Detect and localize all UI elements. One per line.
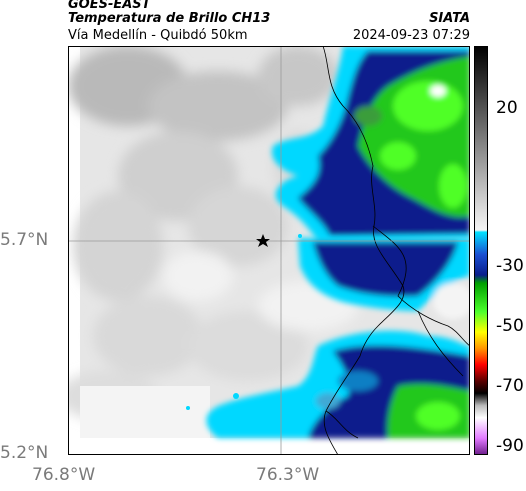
lon-label-76-3: 76.3°W	[256, 465, 320, 485]
colorbar-tick-minus-30: -30	[496, 256, 524, 276]
satellite-map	[68, 46, 470, 455]
gray-texture	[68, 46, 358, 421]
lon-label-76-8: 76.8°W	[32, 465, 96, 485]
light-area	[80, 386, 210, 438]
coastline-borders	[322, 46, 470, 455]
star-icon	[256, 234, 270, 247]
product-title: Temperatura de Brillo CH13	[68, 11, 271, 26]
map-canvas	[68, 46, 470, 455]
satellite-name: GOES-EAST	[68, 0, 151, 12]
cloud-system-south	[206, 330, 470, 438]
cloud-system-north	[272, 46, 470, 242]
colorbar-tick-minus-90: -90	[496, 436, 524, 456]
lat-label-5-7: 5.7°N	[0, 230, 49, 250]
cloud-band-center	[298, 238, 470, 319]
map-frame	[68, 46, 470, 455]
colorbar-tick-20: 20	[496, 98, 518, 118]
timestamp: 2024-09-23 07:29	[352, 28, 470, 43]
organization-name: SIATA	[429, 11, 470, 26]
cloud-speckles	[186, 234, 302, 410]
lat-label-5-2: 5.2°N	[0, 443, 49, 463]
colorbar-tick-minus-50: -50	[496, 316, 524, 336]
route-subtitle: Vía Medellín - Quibdó 50km	[68, 28, 248, 43]
colorbar	[474, 46, 488, 455]
colorbar-tick-minus-70: -70	[496, 376, 524, 396]
